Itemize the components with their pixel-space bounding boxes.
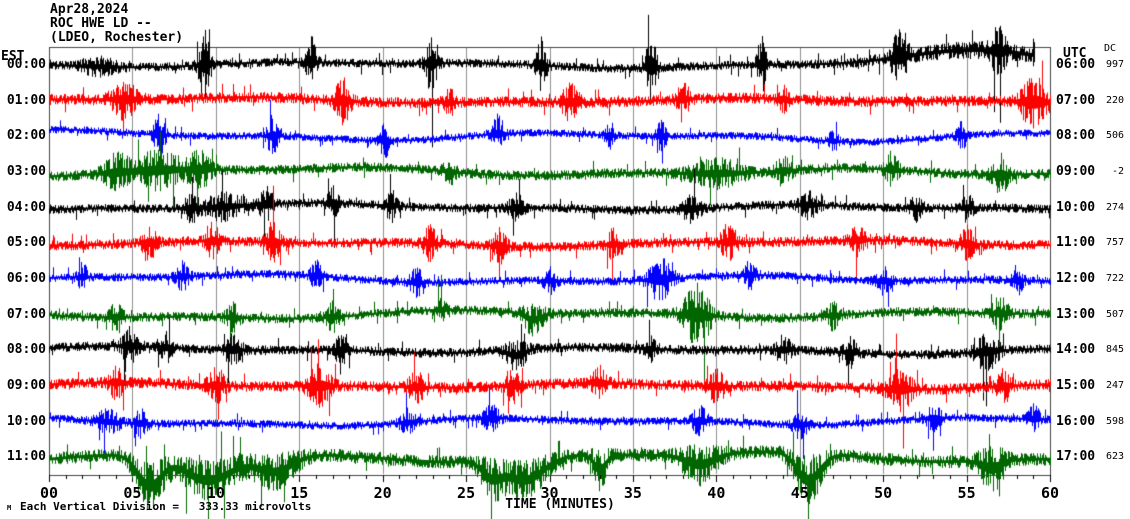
dc-value-label: 274 xyxy=(1105,201,1124,213)
est-hour-label: 06:00 xyxy=(6,270,46,286)
x-tick-label: 15 xyxy=(290,484,309,502)
est-hour-label: 00:00 xyxy=(6,56,46,72)
corner-mark: M xyxy=(7,504,12,512)
dc-value-label: 722 xyxy=(1105,272,1124,284)
x-tick-label: 20 xyxy=(373,484,392,502)
dc-value-label: 598 xyxy=(1105,415,1124,427)
utc-hour-label: 11:00 xyxy=(1056,235,1096,251)
x-tick-label: 10 xyxy=(206,484,225,502)
x-tick-label: 30 xyxy=(540,484,559,502)
dc-value-label: 506 xyxy=(1105,130,1124,142)
est-hour-label: 03:00 xyxy=(6,163,46,179)
utc-hour-label: 09:00 xyxy=(1056,163,1096,179)
est-hour-label: 10:00 xyxy=(6,413,46,429)
utc-hour-label: 06:00 xyxy=(1056,56,1096,72)
utc-hour-label: 16:00 xyxy=(1056,413,1096,429)
est-hour-label: 04:00 xyxy=(6,199,46,215)
x-tick-label: 45 xyxy=(790,484,809,502)
dc-value-label: 220 xyxy=(1105,94,1124,106)
utc-hour-label: 13:00 xyxy=(1056,306,1096,322)
x-tick-label: 05 xyxy=(123,484,142,502)
scale-note: Each Vertical Division = 333.33 microvol… xyxy=(20,500,312,513)
dc-value-label: 757 xyxy=(1105,237,1124,249)
x-axis-title: TIME (MINUTES) xyxy=(505,497,615,512)
est-hour-label: 11:00 xyxy=(6,449,46,465)
est-hour-label: 05:00 xyxy=(6,235,46,251)
x-tick-label: 55 xyxy=(957,484,976,502)
utc-axis-header: UTC xyxy=(1063,46,1087,61)
utc-hour-label: 10:00 xyxy=(1056,199,1096,215)
x-tick-label: 25 xyxy=(457,484,476,502)
x-tick-label: 35 xyxy=(623,484,642,502)
dc-value-label: 623 xyxy=(1105,451,1124,463)
x-tick-label: 50 xyxy=(874,484,893,502)
est-hour-label: 08:00 xyxy=(6,342,46,358)
header-location: (LDEO, Rochester) xyxy=(50,30,184,45)
header-station: ROC HWE LD -- xyxy=(50,16,152,31)
utc-hour-label: 08:00 xyxy=(1056,128,1096,144)
dc-value-label: 247 xyxy=(1105,379,1124,391)
utc-hour-label: 14:00 xyxy=(1056,342,1096,358)
utc-hour-label: 15:00 xyxy=(1056,377,1096,393)
dc-value-label: 507 xyxy=(1105,308,1124,320)
dc-axis-header: DC xyxy=(1104,43,1117,54)
dc-value-label: -2 xyxy=(1111,165,1124,177)
utc-hour-label: 07:00 xyxy=(1056,92,1096,108)
est-hour-label: 07:00 xyxy=(6,306,46,322)
x-tick-label: 00 xyxy=(39,484,59,502)
x-tick-label: 40 xyxy=(707,484,726,502)
header-date: Apr28,2024 xyxy=(50,2,129,17)
x-tick-label: 60 xyxy=(1040,484,1060,502)
est-hour-label: 09:00 xyxy=(6,377,46,393)
utc-hour-label: 12:00 xyxy=(1056,270,1096,286)
est-hour-label: 01:00 xyxy=(6,92,46,108)
est-axis-header: EST xyxy=(1,49,25,64)
est-hour-label: 02:00 xyxy=(6,128,46,144)
utc-hour-label: 17:00 xyxy=(1056,449,1096,465)
dc-value-label: 845 xyxy=(1105,344,1124,356)
dc-value-label: 997 xyxy=(1105,58,1124,70)
